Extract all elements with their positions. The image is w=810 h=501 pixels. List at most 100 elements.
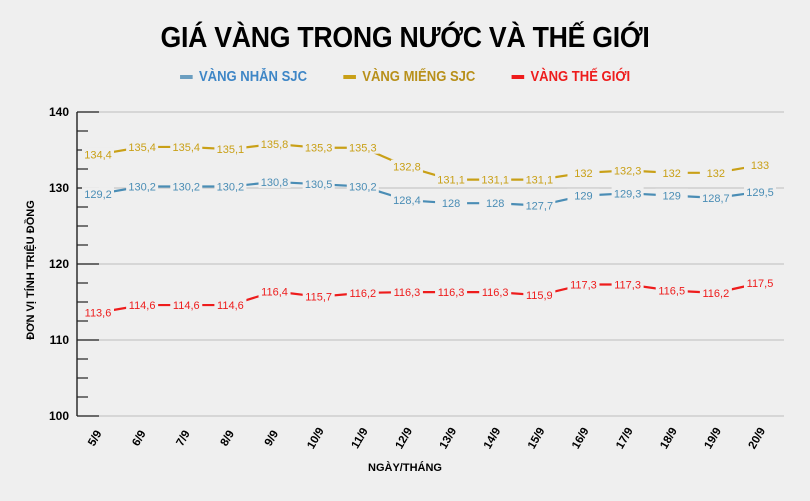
x-tick-label: 17/9 bbox=[614, 426, 636, 451]
data-label: 135,4 bbox=[128, 142, 156, 154]
data-label-bg bbox=[126, 298, 159, 312]
data-label: 130,2 bbox=[128, 181, 156, 193]
data-label-bg bbox=[170, 139, 203, 153]
x-tick-label: 10/9 bbox=[305, 426, 327, 451]
data-label-bg bbox=[611, 277, 644, 291]
data-label-bg bbox=[126, 179, 159, 193]
data-label-bg bbox=[346, 140, 379, 154]
data-label: 116,3 bbox=[482, 287, 509, 299]
data-label: 129,2 bbox=[84, 189, 112, 201]
data-label-bg bbox=[699, 165, 732, 179]
data-label: 116,5 bbox=[658, 286, 685, 298]
legend-item-the-gioi: VÀNG THẾ GIỚI bbox=[511, 69, 631, 85]
data-label-bg bbox=[567, 188, 600, 202]
data-label-bg bbox=[346, 179, 379, 193]
data-label-bg bbox=[699, 285, 732, 299]
data-label: 135,3 bbox=[305, 143, 333, 155]
data-label-bg bbox=[655, 283, 688, 297]
data-label-bg bbox=[390, 159, 423, 173]
data-label: 135,8 bbox=[261, 139, 289, 151]
data-label: 116,3 bbox=[438, 287, 465, 299]
data-label: 128,7 bbox=[702, 193, 730, 205]
data-label-bg bbox=[82, 147, 114, 161]
x-tick-label: 14/9 bbox=[482, 426, 504, 451]
data-label: 114,6 bbox=[173, 300, 200, 312]
data-label-bg bbox=[611, 163, 644, 177]
data-label: 116,2 bbox=[703, 288, 730, 300]
data-label-bg bbox=[302, 289, 335, 303]
y-tick-label: 110 bbox=[50, 333, 70, 347]
legend-label: VÀNG MIẾNG SJC bbox=[362, 69, 476, 85]
legend-item-mieng-sjc: VÀNG MIẾNG SJC bbox=[343, 69, 476, 85]
data-label-bg bbox=[170, 179, 203, 193]
data-label: 132,8 bbox=[393, 162, 421, 174]
data-label: 132 bbox=[574, 168, 592, 180]
data-label-bg bbox=[435, 172, 468, 186]
x-tick-label: 12/9 bbox=[394, 426, 416, 451]
y-tick-label: 130 bbox=[49, 181, 69, 195]
x-axis-label: NGÀY/THÁNG bbox=[368, 462, 442, 474]
data-label-bg bbox=[479, 172, 512, 186]
data-label-bg bbox=[435, 285, 468, 299]
data-label: 114,6 bbox=[217, 300, 244, 312]
data-label: 135,1 bbox=[217, 144, 245, 156]
data-label: 132,3 bbox=[614, 166, 642, 178]
x-tick-label: 5/9 bbox=[86, 429, 104, 449]
y-tick-label: 120 bbox=[49, 257, 69, 271]
data-label: 117,5 bbox=[747, 278, 774, 290]
data-label: 116,3 bbox=[394, 287, 421, 299]
data-label: 116,2 bbox=[349, 288, 376, 300]
data-label-bg bbox=[523, 172, 556, 186]
data-label: 128,4 bbox=[393, 195, 421, 207]
x-tick-label: 19/9 bbox=[702, 426, 724, 451]
data-label-bg bbox=[258, 284, 291, 298]
y-tick-label: 140 bbox=[49, 105, 69, 119]
x-tick-label: 20/9 bbox=[747, 426, 769, 451]
x-tick-label: 18/9 bbox=[658, 426, 680, 451]
data-label-bg bbox=[82, 187, 114, 201]
x-tick-label: 9/9 bbox=[263, 429, 281, 449]
series-line-0 bbox=[97, 180, 761, 207]
data-label-bg bbox=[390, 285, 423, 299]
data-label: 135,3 bbox=[349, 143, 377, 155]
data-label: 129 bbox=[663, 191, 681, 203]
data-label-bg bbox=[258, 136, 291, 150]
legend-swatch-icon bbox=[343, 75, 357, 79]
data-label: 130,2 bbox=[173, 181, 201, 193]
x-tick-label: 6/9 bbox=[130, 429, 148, 449]
data-label: 130,2 bbox=[217, 181, 245, 193]
data-label-bg bbox=[567, 165, 600, 179]
data-label: 130,2 bbox=[349, 181, 377, 193]
series-line-1 bbox=[97, 142, 761, 181]
data-label: 130,5 bbox=[305, 179, 333, 191]
data-label-bg bbox=[655, 165, 688, 179]
data-label-bg bbox=[302, 140, 335, 154]
data-label: 132 bbox=[707, 168, 725, 180]
data-label: 115,7 bbox=[305, 292, 332, 304]
data-label-bg bbox=[346, 285, 379, 299]
data-label: 131,1 bbox=[437, 175, 465, 187]
data-label: 134,4 bbox=[84, 150, 112, 162]
data-label: 129 bbox=[574, 191, 592, 203]
data-label-bg bbox=[699, 190, 732, 204]
x-tick-label: 15/9 bbox=[526, 426, 548, 451]
data-label: 115,9 bbox=[526, 290, 553, 302]
legend-label: VÀNG NHẪN SJC bbox=[199, 69, 308, 85]
y-tick-label: 100 bbox=[49, 409, 69, 423]
x-tick-label: 16/9 bbox=[570, 426, 592, 451]
data-label: 117,3 bbox=[614, 280, 641, 292]
data-label-bg bbox=[744, 184, 776, 198]
data-label-bg bbox=[611, 186, 644, 200]
data-label-bg bbox=[479, 285, 512, 299]
chart-legend: VÀNG NHẪN SJC VÀNG MIẾNG SJC VÀNG THẾ GI… bbox=[0, 69, 810, 85]
y-axis-label: ĐƠN VỊ TÍNH TRIỆU ĐỒNG bbox=[25, 200, 37, 340]
data-label-bg bbox=[744, 276, 776, 289]
data-label-bg bbox=[258, 174, 291, 188]
data-label: 129,5 bbox=[746, 187, 774, 199]
data-label-bg bbox=[744, 158, 776, 172]
legend-label: VÀNG THẾ GIỚI bbox=[530, 69, 631, 85]
x-tick-label: 8/9 bbox=[219, 429, 237, 449]
data-label-bg bbox=[170, 298, 203, 312]
data-label-bg bbox=[567, 277, 600, 291]
